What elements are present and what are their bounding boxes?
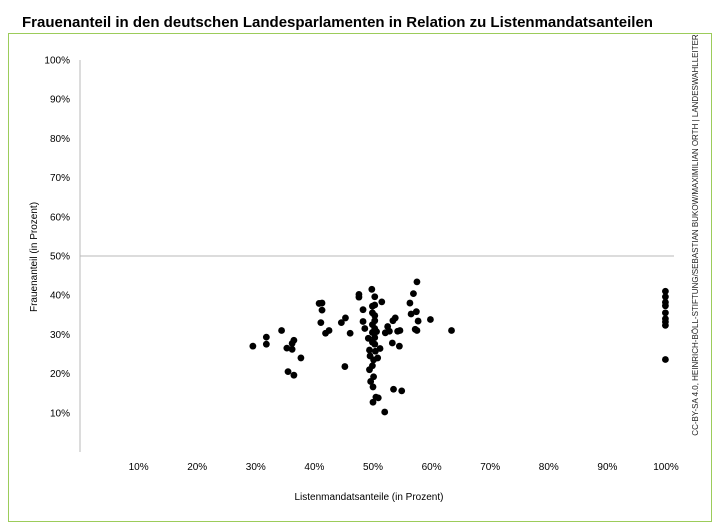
data-point xyxy=(318,299,326,307)
data-point xyxy=(359,306,367,314)
data-point xyxy=(373,328,380,336)
y-tick-label: 40% xyxy=(50,291,70,302)
y-tick-label: 30% xyxy=(50,330,70,341)
data-point xyxy=(369,398,377,406)
x-tick-label: 100% xyxy=(653,462,679,473)
data-point xyxy=(407,310,415,318)
data-point xyxy=(376,345,384,352)
data-point xyxy=(369,383,377,391)
x-axis-label: Listenmandatsanteile (in Prozent) xyxy=(295,492,444,503)
data-point xyxy=(262,340,270,348)
data-point xyxy=(341,363,349,370)
data-point xyxy=(374,354,382,362)
data-point xyxy=(386,327,393,335)
data-point xyxy=(262,333,270,341)
y-tick-label: 20% xyxy=(50,369,70,380)
data-point xyxy=(662,302,669,310)
data-point xyxy=(290,336,298,344)
y-tick-label: 80% xyxy=(50,134,70,145)
data-point xyxy=(290,371,298,379)
data-point xyxy=(381,408,389,416)
data-point xyxy=(346,329,354,337)
data-point xyxy=(662,356,669,363)
x-tick-label: 60% xyxy=(422,462,442,473)
data-point xyxy=(283,344,291,352)
x-tick-label: 90% xyxy=(597,462,617,473)
chart-frame xyxy=(8,33,712,522)
data-point xyxy=(374,394,382,402)
y-tick-label: 50% xyxy=(50,252,70,263)
data-point xyxy=(427,316,434,323)
data-point xyxy=(371,301,379,309)
data-point xyxy=(413,278,421,286)
x-tick-label: 10% xyxy=(129,462,149,473)
data-point xyxy=(662,321,669,329)
data-point xyxy=(278,327,285,334)
data-point xyxy=(662,309,669,317)
data-point xyxy=(318,306,326,314)
data-point xyxy=(368,285,376,293)
data-point xyxy=(388,339,396,347)
data-point xyxy=(413,327,421,334)
data-point xyxy=(359,318,367,325)
data-point xyxy=(355,293,363,301)
credit-text: CC-BY-SA 4.0, HEINRICH-BÖLL-STIFTUNG/SEB… xyxy=(691,34,700,436)
data-point xyxy=(448,327,455,334)
data-point xyxy=(371,340,379,348)
data-point xyxy=(371,334,379,341)
x-tick-label: 80% xyxy=(539,462,559,473)
y-tick-label: 10% xyxy=(50,408,70,419)
data-point xyxy=(406,299,414,307)
data-point xyxy=(370,373,377,381)
data-point xyxy=(410,290,417,298)
chart-title: Frauenanteil in den deutschen Landesparl… xyxy=(22,14,653,31)
data-point xyxy=(366,346,373,354)
data-point xyxy=(371,293,379,301)
data-point xyxy=(342,314,349,322)
data-point xyxy=(395,342,403,350)
data-point xyxy=(369,362,376,370)
x-tick-label: 20% xyxy=(187,462,207,473)
data-point xyxy=(412,308,420,316)
data-point xyxy=(361,325,369,332)
y-axis-label: Frauenanteil (in Prozent) xyxy=(29,202,40,312)
data-point xyxy=(371,312,379,319)
data-point xyxy=(378,298,386,306)
data-point xyxy=(391,314,399,322)
data-point xyxy=(371,317,379,325)
x-tick-label: 50% xyxy=(363,462,383,473)
data-point xyxy=(662,293,669,301)
x-tick-label: 70% xyxy=(480,462,500,473)
y-tick-label: 70% xyxy=(50,173,70,184)
x-tick-label: 40% xyxy=(304,462,324,473)
data-point xyxy=(325,327,333,334)
data-point xyxy=(662,287,669,295)
data-point xyxy=(297,354,305,362)
data-point xyxy=(249,342,257,350)
data-point xyxy=(398,387,406,395)
data-point xyxy=(414,317,422,325)
data-point xyxy=(284,368,292,376)
data-point xyxy=(396,327,404,334)
data-point xyxy=(317,319,325,327)
y-tick-label: 60% xyxy=(50,212,70,223)
x-tick-label: 30% xyxy=(246,462,266,473)
data-point xyxy=(337,319,345,327)
y-tick-label: 100% xyxy=(44,56,70,67)
y-tick-label: 90% xyxy=(50,95,70,106)
data-point xyxy=(390,385,397,393)
data-point xyxy=(288,345,296,353)
